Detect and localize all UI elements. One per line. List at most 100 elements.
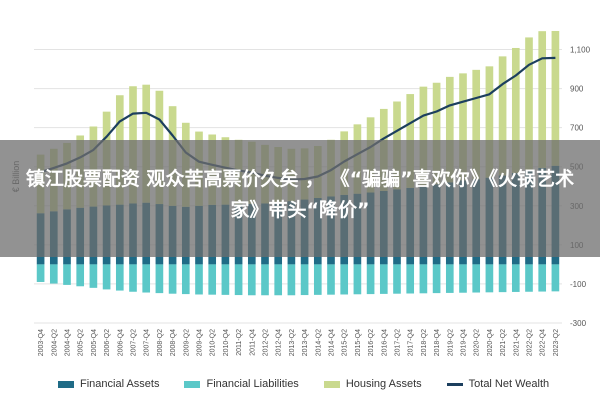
bar-financial-liabilities xyxy=(538,264,547,292)
legend-item-housing-assets[interactable]: Housing Assets xyxy=(323,378,422,390)
y-tick-label: 1,100 xyxy=(570,46,591,55)
bar-financial-liabilities xyxy=(511,264,520,292)
x-tick-label: 2013-Q4 xyxy=(302,329,309,356)
bar-financial-liabilities xyxy=(261,264,269,296)
x-tick-label: 2015-Q2 xyxy=(342,329,349,356)
x-tick-label: 2012-Q2 xyxy=(263,329,270,356)
bar-financial-liabilities xyxy=(115,264,124,291)
bar-financial-liabilities xyxy=(459,264,467,293)
x-tick-label: 2014-Q2 xyxy=(315,329,322,356)
bar-financial-liabilities xyxy=(76,264,85,287)
bar-financial-liabilities xyxy=(419,264,428,294)
x-tick-label: 2018-Q2 xyxy=(421,329,428,356)
bar-housing-assets xyxy=(445,76,454,183)
legend-item-financial-liabilities[interactable]: Financial Liabilities xyxy=(184,378,299,390)
bar-financial-liabilities xyxy=(142,264,151,293)
x-tick-label: 2020-Q2 xyxy=(474,329,481,356)
legend-swatch-financial-assets xyxy=(58,380,74,388)
bar-financial-liabilities xyxy=(498,264,507,293)
x-tick-label: 2010-Q2 xyxy=(210,329,217,356)
legend-label: Financial Assets xyxy=(80,378,160,390)
x-tick-label: 2011-Q2 xyxy=(236,329,243,356)
bar-financial-liabilities xyxy=(49,264,58,284)
x-tick-label: 2008-Q2 xyxy=(157,329,164,356)
legend-item-total-net-wealth[interactable]: Total Net Wealth xyxy=(446,378,550,390)
bar-financial-liabilities xyxy=(406,264,415,294)
x-tick-label: 2013-Q2 xyxy=(289,329,296,356)
x-tick-label: 2016-Q4 xyxy=(381,329,388,356)
y-tick-label: 700 xyxy=(570,124,584,133)
bar-housing-assets xyxy=(498,56,507,176)
x-tick-label: 2019-Q4 xyxy=(461,329,468,356)
x-tick-label: 2014-Q4 xyxy=(329,329,336,356)
bar-housing-assets xyxy=(432,82,441,185)
x-tick-label: 2004-Q4 xyxy=(65,329,72,356)
y-tick-label: -100 xyxy=(570,280,587,289)
x-tick-label: 2009-Q4 xyxy=(197,329,204,356)
bar-financial-liabilities xyxy=(129,264,137,292)
x-tick-label: 2016-Q2 xyxy=(368,329,375,356)
x-tick-label: 2008-Q4 xyxy=(170,329,177,356)
y-tick-label: 900 xyxy=(570,85,584,94)
bar-financial-liabilities xyxy=(36,264,45,282)
banner-title: 镇江股票配资 观众苦高票价久矣 ， 《“骗骗”喜欢你》《火锅艺术家》带头“降价” xyxy=(25,168,575,221)
bar-financial-liabilities xyxy=(221,264,230,295)
legend-label: Housing Assets xyxy=(345,378,422,390)
x-tick-label: 2005-Q2 xyxy=(78,329,85,356)
bar-financial-liabilities xyxy=(525,264,533,292)
legend-swatch-financial-liabilities xyxy=(184,380,201,388)
bar-financial-liabilities xyxy=(551,264,560,292)
x-tick-label: 2018-Q4 xyxy=(434,329,441,356)
x-tick-label: 2015-Q4 xyxy=(355,329,362,356)
legend-label: Total Net Wealth xyxy=(468,378,550,390)
bar-financial-liabilities xyxy=(340,264,349,295)
legend-swatch-housing-assets xyxy=(323,380,340,388)
x-tick-label: 2009-Q2 xyxy=(183,329,190,356)
bar-financial-liabilities xyxy=(327,264,335,295)
x-tick-label: 2005-Q4 xyxy=(91,329,98,356)
bar-housing-assets xyxy=(419,86,428,187)
bar-housing-assets xyxy=(485,66,494,178)
bar-financial-liabilities xyxy=(274,264,283,296)
y-tick-label: -300 xyxy=(570,319,587,328)
x-tick-label: 2007-Q2 xyxy=(131,329,138,356)
legend-item-financial-assets[interactable]: Financial Assets xyxy=(58,378,159,390)
chart-legend: Financial Assets Financial Liabilities H… xyxy=(58,376,574,392)
bar-financial-liabilities xyxy=(379,264,388,294)
x-tick-label: 2011-Q4 xyxy=(249,329,256,356)
bar-financial-liabilities xyxy=(366,264,375,295)
x-tick-label: 2012-Q4 xyxy=(276,329,283,356)
x-tick-label: 2006-Q4 xyxy=(117,329,124,356)
x-tick-label: 2022-Q2 xyxy=(527,329,534,356)
bar-financial-liabilities xyxy=(472,264,481,293)
x-tick-label: 2003-Q4 xyxy=(38,329,45,356)
x-tick-label: 2010-Q4 xyxy=(223,329,230,356)
bar-housing-assets xyxy=(472,69,481,180)
legend-swatch-total-net-wealth xyxy=(446,382,463,386)
x-tick-label: 2017-Q4 xyxy=(408,329,415,356)
bar-financial-liabilities xyxy=(102,264,111,290)
bar-financial-liabilities xyxy=(234,264,243,296)
bar-housing-assets xyxy=(538,31,547,168)
bar-financial-liabilities xyxy=(208,264,217,295)
x-tick-label: 2004-Q2 xyxy=(51,329,58,356)
x-tick-label: 2023-Q2 xyxy=(553,329,560,356)
bar-financial-liabilities xyxy=(168,264,177,294)
bar-housing-assets xyxy=(511,47,520,173)
x-tick-label: 2007-Q4 xyxy=(144,329,151,356)
x-tick-label: 2006-Q2 xyxy=(104,329,111,356)
bar-financial-liabilities xyxy=(485,264,494,293)
bar-financial-liabilities xyxy=(155,264,164,294)
legend-label: Financial Liabilities xyxy=(206,378,299,390)
x-tick-label: 2017-Q2 xyxy=(395,329,402,356)
bar-financial-liabilities xyxy=(300,264,309,296)
x-tick-label: 2019-Q2 xyxy=(447,329,454,356)
bar-financial-liabilities xyxy=(393,264,401,294)
bar-financial-liabilities xyxy=(445,264,454,293)
x-tick-label: 2021-Q2 xyxy=(500,329,507,356)
bar-housing-assets xyxy=(459,73,467,181)
bar-financial-liabilities xyxy=(247,264,256,296)
x-tick-label: 2021-Q4 xyxy=(513,329,520,356)
x-tick-label: 2020-Q4 xyxy=(487,329,494,356)
bar-financial-liabilities xyxy=(432,264,441,294)
